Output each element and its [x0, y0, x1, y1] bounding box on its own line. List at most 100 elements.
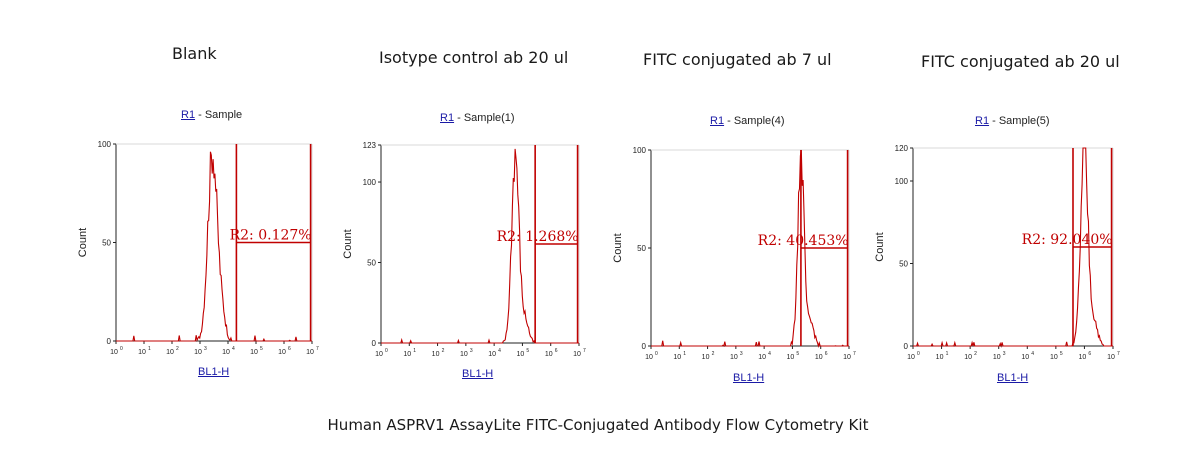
y-axis-label: Count [874, 232, 886, 261]
y-tick-label: 0 [107, 337, 112, 346]
panel-title: Blank [172, 44, 217, 63]
x-tick-exponent: 2 [176, 346, 179, 352]
y-tick-label: 50 [367, 259, 376, 268]
figure-caption: Human ASPRV1 AssayLite FITC-Conjugated A… [327, 416, 869, 434]
histogram-trace [381, 148, 579, 344]
x-tick-exponent: 4 [1031, 351, 1034, 357]
x-tick-label: 10 [545, 351, 553, 358]
x-tick-label: 10 [517, 351, 525, 358]
x-tick-exponent: 3 [470, 348, 473, 354]
x-tick-label: 10 [964, 354, 972, 361]
y-axis-label: Count [77, 228, 89, 257]
x-tick-label: 10 [278, 349, 286, 356]
x-tick-label: 10 [993, 354, 1001, 361]
y-tick-label: 50 [899, 260, 908, 269]
x-tick-exponent: 2 [442, 348, 445, 354]
x-tick-exponent: 7 [583, 348, 586, 354]
x-tick-exponent: 5 [1060, 351, 1063, 357]
y-tick-label: 123 [363, 141, 377, 150]
x-tick-exponent: 6 [555, 348, 558, 354]
x-tick-label: 10 [787, 354, 795, 361]
sample-name: - Sample(4) [727, 115, 785, 127]
x-axis-label[interactable]: BL1-H [198, 366, 230, 378]
x-tick-exponent: 6 [288, 346, 291, 352]
panel-title: Isotype control ab 20 ul [379, 48, 569, 67]
x-tick-exponent: 4 [232, 346, 235, 352]
x-tick-exponent: 5 [526, 348, 529, 354]
x-tick-label: 10 [432, 351, 440, 358]
x-tick-label: 10 [758, 354, 766, 361]
region-title: R1 - Sample [181, 109, 242, 121]
region-link[interactable]: R1 [440, 112, 455, 124]
y-tick-label: 50 [102, 239, 111, 248]
panel-title: FITC conjugated ab 20 ul [921, 52, 1120, 71]
x-tick-label: 10 [306, 349, 314, 356]
y-tick-label: 120 [895, 144, 909, 153]
x-tick-label: 10 [166, 349, 174, 356]
sample-name: - Sample(5) [992, 115, 1050, 127]
x-tick-label: 10 [194, 349, 202, 356]
x-tick-exponent: 1 [413, 348, 416, 354]
x-tick-exponent: 7 [316, 346, 319, 352]
histogram-trace [913, 147, 1113, 348]
x-tick-label: 10 [815, 354, 823, 361]
region-title: R1 - Sample(5) [975, 115, 1050, 127]
panel-title: FITC conjugated ab 7 ul [643, 50, 832, 69]
y-tick-label: 100 [363, 178, 377, 187]
y-axis-label: Count [342, 229, 354, 258]
x-tick-exponent: 3 [740, 351, 743, 357]
x-tick-exponent: 7 [1117, 351, 1120, 357]
x-tick-exponent: 4 [768, 351, 771, 357]
x-tick-label: 10 [573, 351, 581, 358]
x-tick-exponent: 0 [655, 351, 658, 357]
x-tick-label: 10 [1107, 354, 1115, 361]
x-tick-label: 10 [673, 354, 681, 361]
x-tick-exponent: 7 [853, 351, 856, 357]
x-tick-label: 10 [843, 354, 851, 361]
y-tick-label: 100 [895, 177, 909, 186]
x-tick-exponent: 2 [712, 351, 715, 357]
y-axis-label: Count [612, 233, 624, 262]
sample-name: - Sample(1) [457, 112, 515, 124]
region-link[interactable]: R1 [181, 109, 196, 121]
x-tick-label: 10 [460, 351, 468, 358]
region-link[interactable]: R1 [975, 115, 990, 127]
y-tick-label: 0 [904, 342, 909, 351]
x-tick-label: 10 [403, 351, 411, 358]
x-tick-label: 10 [375, 351, 383, 358]
x-tick-label: 10 [907, 354, 915, 361]
x-tick-label: 10 [936, 354, 944, 361]
y-tick-label: 100 [98, 140, 112, 149]
x-tick-label: 10 [250, 349, 258, 356]
gate-percent-label: R2: 92.040% [1022, 232, 1113, 248]
region-title: R1 - Sample(4) [710, 115, 785, 127]
x-tick-exponent: 2 [974, 351, 977, 357]
x-tick-exponent: 0 [120, 346, 123, 352]
x-tick-label: 10 [645, 354, 653, 361]
x-tick-label: 10 [222, 349, 230, 356]
x-axis-label[interactable]: BL1-H [733, 372, 765, 384]
x-tick-exponent: 5 [796, 351, 799, 357]
x-tick-exponent: 3 [1003, 351, 1006, 357]
y-tick-label: 50 [637, 244, 646, 253]
x-axis-label[interactable]: BL1-H [997, 372, 1029, 384]
x-tick-label: 10 [138, 349, 146, 356]
histogram-trace [116, 151, 312, 342]
x-tick-label: 10 [1079, 354, 1087, 361]
x-tick-exponent: 0 [917, 351, 920, 357]
x-tick-label: 10 [730, 354, 738, 361]
histogram-trace [651, 149, 849, 349]
x-tick-label: 10 [110, 349, 118, 356]
x-tick-exponent: 6 [825, 351, 828, 357]
x-tick-label: 10 [1050, 354, 1058, 361]
y-tick-label: 0 [642, 342, 647, 351]
x-tick-exponent: 4 [498, 348, 501, 354]
y-tick-label: 100 [633, 146, 647, 155]
x-axis-label[interactable]: BL1-H [462, 368, 494, 380]
x-tick-exponent: 1 [148, 346, 151, 352]
x-tick-exponent: 1 [683, 351, 686, 357]
gate-percent-label: R2: 40.453% [758, 233, 849, 249]
region-link[interactable]: R1 [710, 115, 725, 127]
x-tick-exponent: 6 [1088, 351, 1091, 357]
